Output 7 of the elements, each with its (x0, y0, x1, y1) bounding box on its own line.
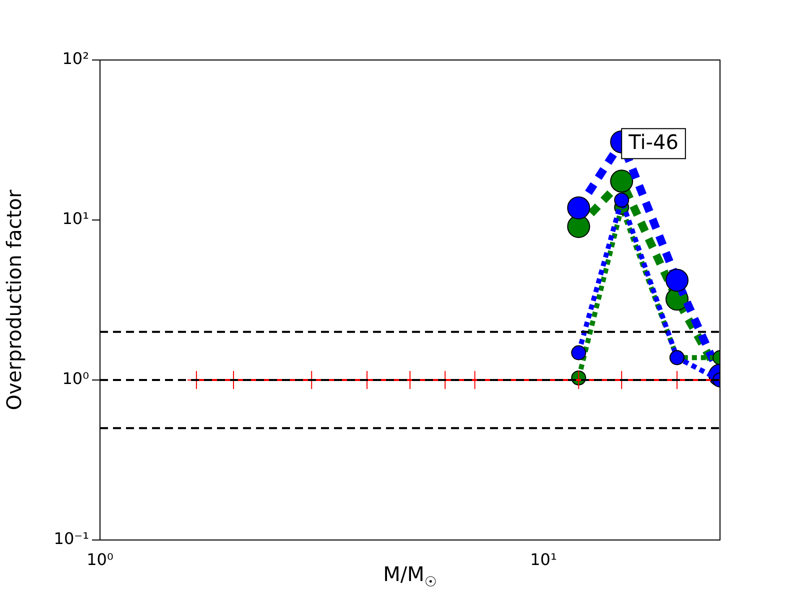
x-axis-title: M/M☉ (383, 562, 437, 591)
y-tick-label: 10¹ (62, 209, 89, 228)
y-axis-title: Overproduction factor (2, 189, 26, 410)
annotation: Ti-46 (628, 130, 678, 154)
y-tick-label: 10⁻¹ (54, 529, 89, 548)
y-tick-label: 10⁰ (62, 369, 89, 388)
y-tick-label: 10² (62, 49, 89, 68)
